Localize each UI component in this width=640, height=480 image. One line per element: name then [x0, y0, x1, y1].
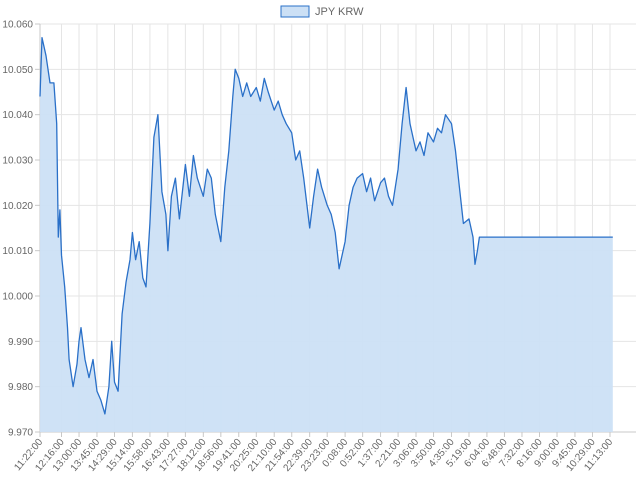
- series-area: [39, 36, 613, 432]
- legend-swatch: [280, 5, 310, 18]
- legend[interactable]: JPY KRW: [280, 5, 364, 18]
- y-tick-label: 10.030: [2, 156, 33, 167]
- y-tick-label: 10.060: [2, 20, 33, 31]
- y-tick-label: 9.980: [8, 382, 33, 393]
- y-tick-label: 10.010: [2, 246, 33, 257]
- series-area-fill: [40, 37, 613, 432]
- y-tick-label: 10.020: [2, 201, 33, 212]
- y-tick-label: 10.050: [2, 65, 33, 76]
- y-tick-label: 10.040: [2, 110, 33, 121]
- y-tick-label: 10.000: [2, 292, 33, 303]
- y-tick-label: 9.990: [8, 337, 33, 348]
- y-tick-label: 9.970: [8, 428, 33, 439]
- x-axis-ticks: 11:22:0012:16:0013:00:0013:45:0014:29:00…: [12, 437, 615, 474]
- legend-label: JPY KRW: [315, 6, 364, 18]
- series-line[interactable]: [39, 36, 613, 415]
- y-axis-ticks: 9.970 9.980 9.990 10.000 10.010 10.020 10.030 1…: [2, 20, 33, 439]
